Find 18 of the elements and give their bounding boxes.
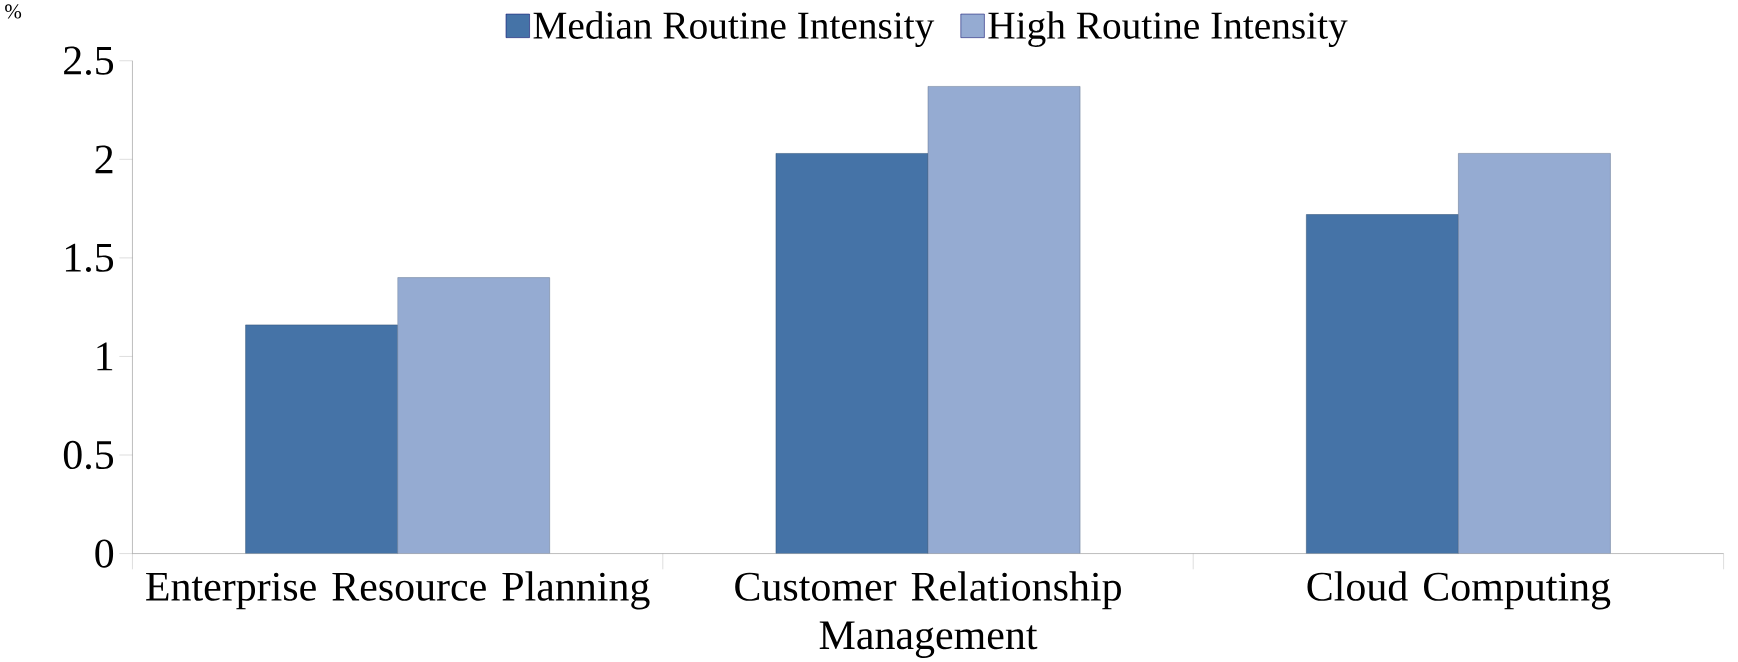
bar [1306, 214, 1459, 554]
y-tick-label: 2 [95, 145, 113, 174]
y-tick-label: 1 [97, 342, 113, 371]
x-tick-label: Customer Relationship Management [735, 571, 1121, 658]
y-tick-label: 0 [95, 539, 114, 568]
legend-label: High Routine Intensity [988, 11, 1348, 47]
bar [927, 85, 1081, 554]
y-tick-label: 2.5 [64, 46, 114, 75]
bar [245, 324, 398, 554]
y-axis-title: % [5, 4, 22, 19]
bar [775, 152, 929, 554]
bar [1458, 152, 1611, 554]
x-tick-label: Enterprise Resource Planning [146, 571, 650, 610]
bar [397, 277, 550, 554]
legend-label: Median Routine Intensity [533, 11, 935, 47]
y-tick-label: 1.5 [65, 243, 114, 272]
x-tick-label: Cloud Computing [1307, 571, 1611, 610]
y-tick-label: 0.5 [63, 440, 114, 470]
